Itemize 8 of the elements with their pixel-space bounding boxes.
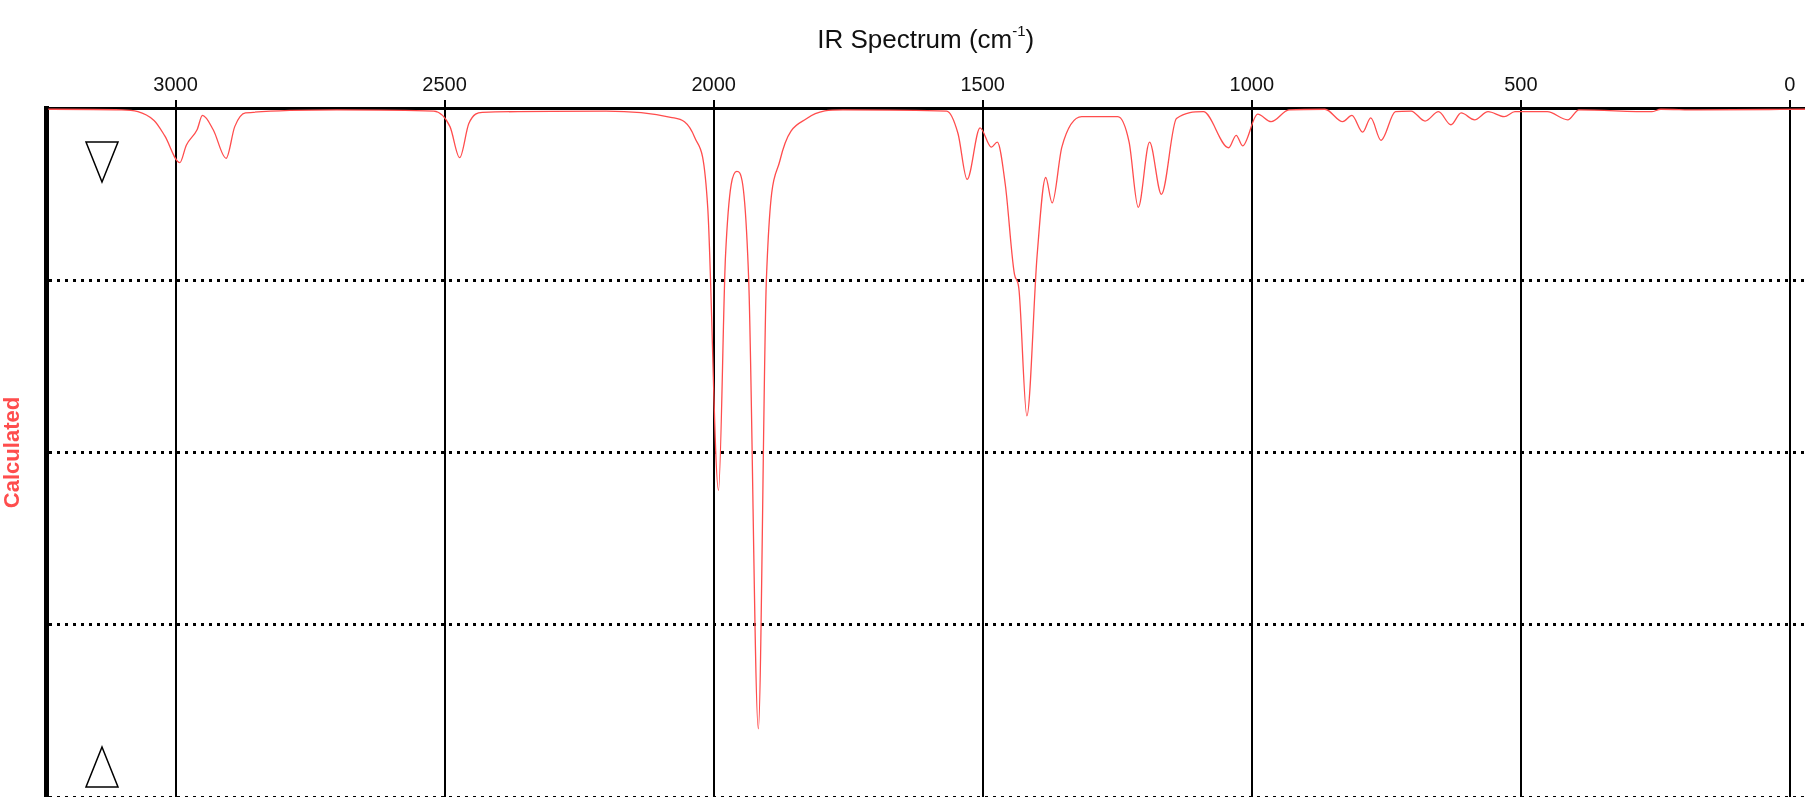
x-tick-label: 2500 xyxy=(422,72,467,95)
x-tick-label: 1000 xyxy=(1229,72,1275,95)
y-axis-title: Calculated xyxy=(0,396,25,509)
x-tick-label: 2000 xyxy=(691,72,736,95)
x-tick-label: 0 xyxy=(1784,72,1796,95)
x-tick-label: 3000 xyxy=(153,72,198,95)
x-tick-label: 1500 xyxy=(960,72,1005,95)
x-tick-label: 500 xyxy=(1504,72,1538,95)
